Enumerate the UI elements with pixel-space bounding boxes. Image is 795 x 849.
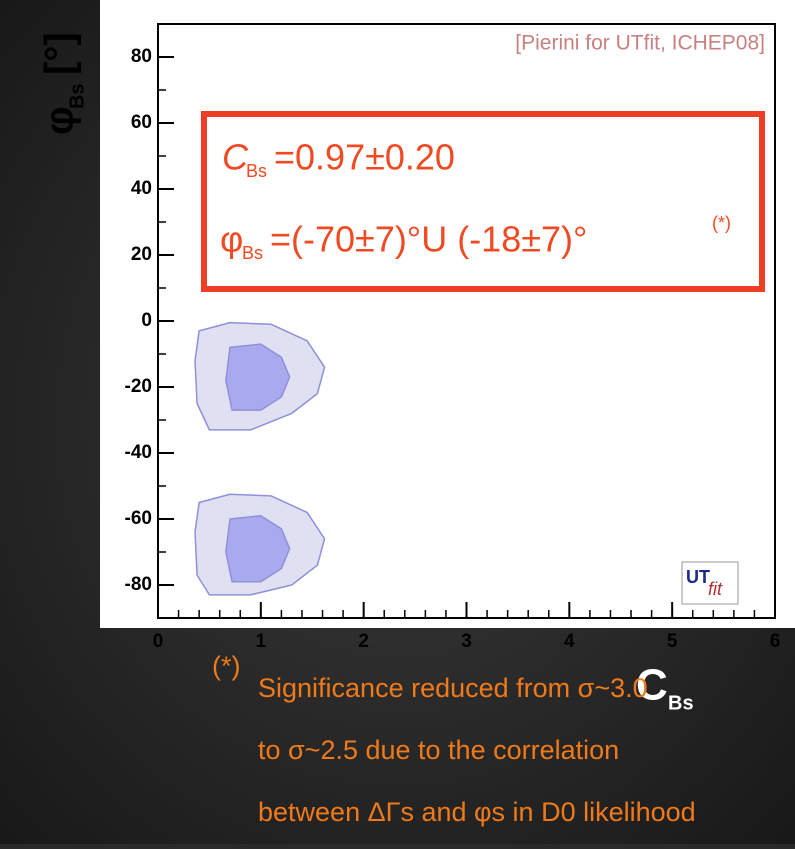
logo-main: UT [686, 567, 710, 587]
y-tick-label: 80 [131, 46, 152, 67]
result-sub: Bs [242, 243, 263, 263]
y-tick-label: 60 [131, 112, 152, 133]
x-tick-label: 6 [770, 631, 781, 652]
result-sub: Bs [246, 161, 267, 181]
y-tick-label: 20 [131, 244, 152, 265]
y-tick-label: 40 [131, 178, 152, 199]
result-symbol: C [222, 137, 249, 178]
x-tick-label: 3 [461, 631, 472, 652]
y-axis-label: φ Bs [°] [38, 32, 89, 135]
contour-region [225, 514, 291, 583]
y-label-unit: [°] [38, 32, 82, 75]
y-tick-label: -80 [125, 574, 152, 595]
y-tick-label: -40 [125, 442, 152, 463]
x-tick-label: 1 [256, 631, 267, 652]
x-tick-label: 2 [358, 631, 369, 652]
result-symbol: φ [220, 219, 243, 260]
result-text: =(-70±7)°U (-18±7)° [270, 219, 587, 260]
y-tick-label: -20 [125, 376, 152, 397]
result-note: (*) [712, 213, 731, 233]
plot: -80 -60 -40 -20 0 20 40 60 80 0 1 2 3 4 5 6 [125, 23, 781, 652]
logo [681, 561, 739, 605]
x-tick-label: 4 [564, 631, 575, 652]
y-label-sub: Bs [66, 83, 88, 109]
footnote-line: to σ~2.5 due to the correlation [258, 735, 619, 765]
y-tick-label: -60 [125, 508, 152, 529]
footnote-line: between ΔΓs and φs in D0 likelihood [258, 797, 696, 827]
result-box [201, 111, 765, 292]
contour-region [225, 343, 291, 411]
footnote-mark: (*) [212, 651, 241, 681]
x-tick-label: 0 [153, 631, 164, 652]
result-text: =0.97±0.20 [274, 137, 455, 178]
x-tick-label: 5 [667, 631, 678, 652]
x-label-sub: Bs [668, 692, 694, 714]
logo-sub: fit [708, 579, 723, 599]
footnote-line: Significance reduced from σ~3.0 [258, 673, 648, 703]
annotation: [Pierini for UTfit, ICHEP08] [515, 32, 765, 55]
y-label-symbol: φ [38, 106, 82, 135]
x-label-symbol: C [636, 661, 668, 710]
y-tick-label: 0 [141, 310, 152, 331]
